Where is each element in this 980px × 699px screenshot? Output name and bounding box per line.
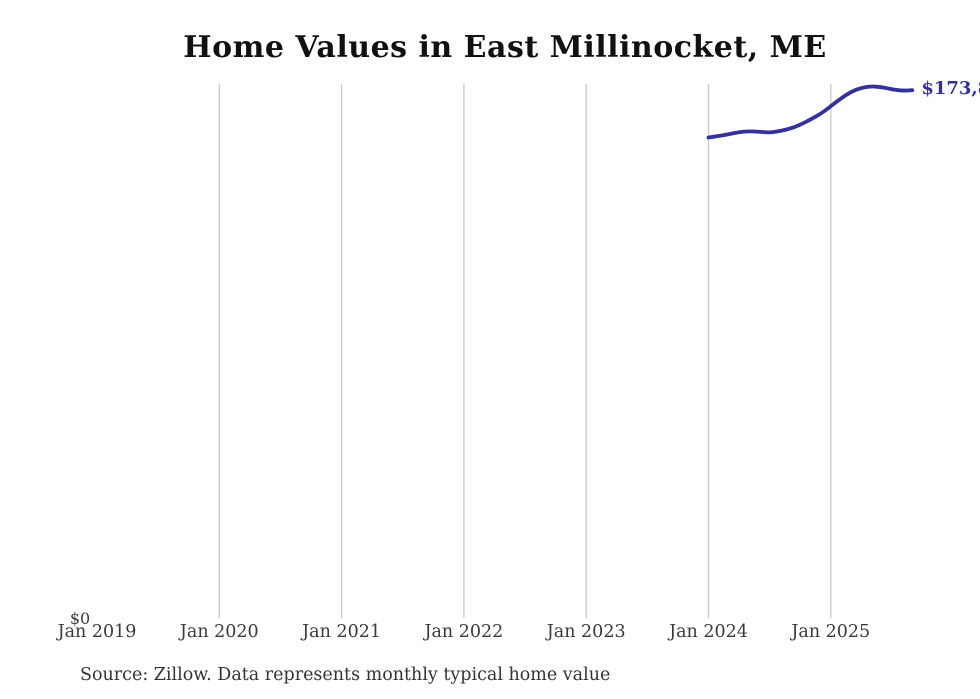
x-tick-jan-2025: Jan 2025 xyxy=(791,622,871,642)
chart-title: Home Values in East Millinocket, ME xyxy=(183,30,827,65)
source-note: Source: Zillow. Data represents monthly … xyxy=(80,665,611,685)
x-tick-jan-2023: Jan 2023 xyxy=(546,622,626,642)
x-tick-jan-2021: Jan 2021 xyxy=(302,622,381,642)
x-tick-jan-2019: Jan 2019 xyxy=(57,622,137,642)
line-end-value-label: $173,8 xyxy=(921,78,980,100)
home-value-line xyxy=(706,84,915,140)
y-axis-zero-label: $0 xyxy=(69,609,91,628)
x-tick-jan-2024: Jan 2024 xyxy=(669,622,748,642)
x-tick-jan-2020: Jan 2020 xyxy=(179,622,259,642)
x-tick-jan-2022: Jan 2022 xyxy=(424,622,504,642)
